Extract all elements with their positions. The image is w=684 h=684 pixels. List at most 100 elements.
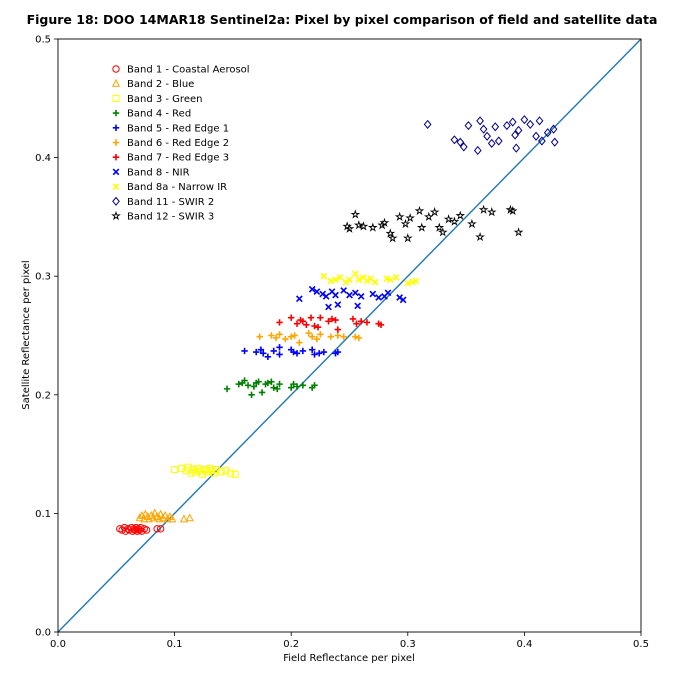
data-point (402, 233, 413, 243)
data-point (264, 379, 272, 387)
data-point (256, 333, 263, 340)
series-band-8a-narrow-ir (320, 270, 420, 287)
legend-label: Band 12 - SWIR 3 (127, 212, 214, 223)
data-point (322, 292, 330, 300)
data-point (276, 344, 283, 351)
data-point (199, 470, 207, 478)
data-point (328, 315, 336, 323)
data-point (494, 136, 503, 146)
legend-entry-band-8-nir: Band 8 - NIR (112, 167, 190, 178)
data-point (334, 326, 342, 333)
legend-entry-band-1-coastal-aerosol: Band 1 - Coastal Aerosol (112, 65, 250, 76)
series-band-1-coastal-aerosol (116, 523, 165, 535)
legend-label: Band 6 - Red Edge 2 (127, 138, 229, 149)
data-point (293, 383, 301, 390)
legend-marker (112, 139, 120, 146)
data-point (156, 509, 165, 518)
data-point (507, 205, 518, 216)
legend-label: Band 11 - SWIR 2 (127, 197, 214, 208)
legend-marker (112, 94, 120, 102)
data-point (369, 290, 377, 298)
data-point (125, 526, 133, 534)
y-axis-label: Satellite Reflectance per pixel (21, 260, 32, 409)
legend-marker (111, 78, 121, 87)
data-point (299, 347, 307, 355)
data-point (351, 270, 359, 278)
data-point (138, 527, 146, 535)
data-point (217, 468, 225, 476)
data-point (394, 211, 405, 222)
data-point (475, 231, 485, 242)
data-point (142, 526, 151, 534)
data-point (412, 277, 420, 285)
series-band-8-nir (295, 285, 407, 311)
data-point (325, 303, 332, 311)
data-point (206, 464, 214, 472)
legend-label: Band 8a - Narrow IR (127, 182, 227, 193)
data-point (293, 320, 301, 327)
data-point (282, 335, 289, 343)
plot-area (57, 38, 642, 633)
data-point (290, 380, 297, 388)
data-point (299, 382, 307, 389)
data-point (210, 469, 218, 477)
data-point (353, 220, 364, 230)
y-tick-label: 0.3 (35, 272, 51, 283)
axes: 0.0 0.1 0.2 0.3 0.4 0.5 0.0 0.1 0.2 0.3 0.4 0.5 (35, 35, 649, 651)
data-point (163, 514, 172, 523)
data-point (520, 115, 529, 125)
y-tick-label: 0.4 (35, 153, 51, 164)
data-point (340, 333, 347, 340)
data-point (473, 145, 482, 156)
data-point (308, 285, 316, 293)
data-point (317, 331, 324, 338)
data-point (512, 143, 521, 153)
data-point (503, 121, 511, 131)
data-point (416, 222, 427, 232)
data-point (250, 383, 258, 390)
y-tick-label: 0.0 (35, 628, 51, 639)
data-point (434, 222, 445, 232)
data-point (334, 301, 342, 309)
legend-label: Band 2 - Blue (127, 79, 194, 90)
data-point (196, 467, 204, 475)
data-point (549, 124, 558, 134)
data-point (538, 136, 546, 146)
legend-entry-band-2-blue: Band 2 - Blue (111, 78, 194, 90)
data-point (308, 346, 316, 353)
data-point (124, 525, 132, 533)
data-point (320, 272, 328, 280)
data-point (399, 296, 407, 304)
data-point (258, 389, 266, 396)
legend-entry-band-3-green: Band 3 - Green (112, 94, 202, 105)
legend-entry-band-5-red-edge-1: Band 5 - Red Edge 1 (112, 123, 229, 134)
data-point (478, 204, 489, 214)
data-point (290, 348, 297, 356)
y-tick-label: 0.5 (35, 35, 51, 46)
data-point (491, 122, 500, 132)
data-point (363, 319, 371, 326)
data-point (414, 205, 425, 216)
data-point (332, 316, 339, 324)
data-point (357, 292, 365, 300)
data-point (379, 217, 390, 227)
data-point (350, 209, 361, 219)
legend-marker (111, 210, 121, 221)
data-point (449, 216, 460, 226)
x-tick-label: 0.1 (167, 639, 183, 650)
legend-label: Band 4 - Red (127, 109, 191, 120)
data-point (349, 315, 357, 323)
data-point (276, 351, 283, 358)
data-point (346, 276, 353, 284)
series-band-6-red-edge-2 (256, 329, 363, 346)
data-point (293, 350, 301, 357)
data-point (268, 332, 275, 339)
data-point (543, 128, 552, 138)
data-point (189, 466, 197, 474)
data-point (311, 351, 318, 358)
data-point (535, 116, 544, 126)
data-point (291, 332, 298, 339)
data-point (264, 353, 272, 361)
data-point (354, 302, 362, 310)
data-point (140, 514, 149, 523)
